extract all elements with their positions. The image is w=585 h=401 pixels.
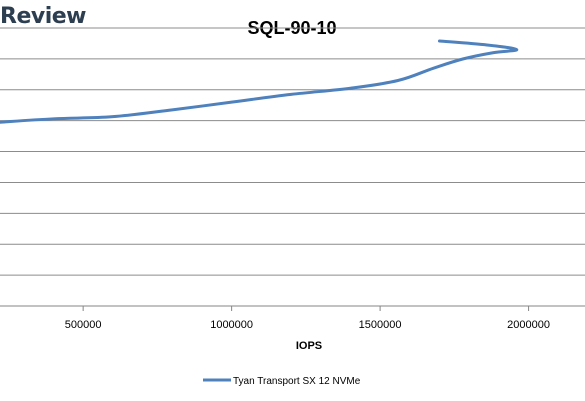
- x-axis: 500000 1000000 1500000 2000000: [65, 306, 550, 331]
- x-tick-label: 2000000: [507, 319, 550, 331]
- x-tick-label: 500000: [65, 319, 102, 331]
- legend-label: Tyan Transport SX 12 NVMe: [233, 376, 361, 387]
- x-tick-label: 1500000: [359, 319, 402, 331]
- x-tick-label: 1000000: [210, 319, 253, 331]
- brand-logo: Review: [0, 4, 87, 29]
- gridlines: [0, 27, 585, 307]
- series-layer: [0, 39, 519, 124]
- legend: Tyan Transport SX 12 NVMe: [203, 376, 361, 387]
- x-axis-label: IOPS: [296, 340, 322, 352]
- series-line: [0, 39, 519, 124]
